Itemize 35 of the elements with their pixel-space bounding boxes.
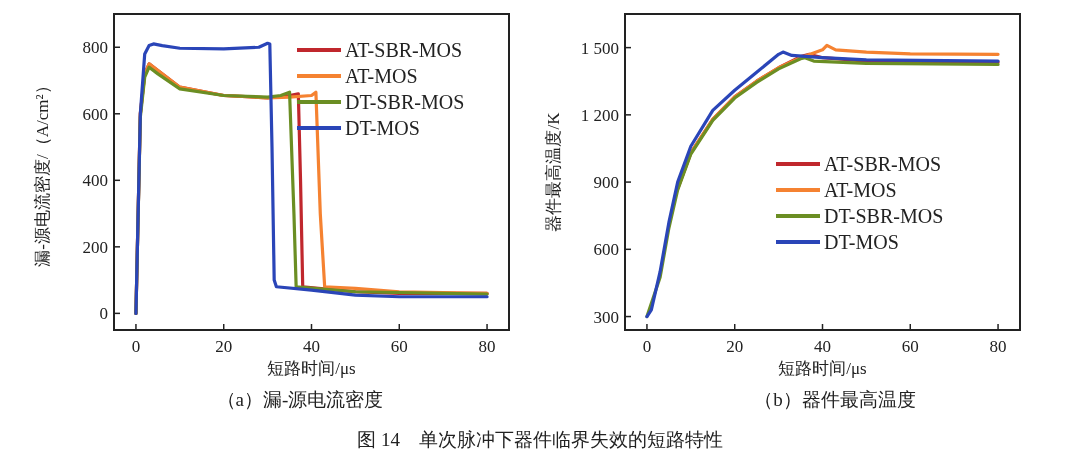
x-tick-label: 0 bbox=[642, 337, 652, 356]
y-tick-label: 600 bbox=[593, 240, 619, 260]
y-tick-label: 900 bbox=[593, 173, 619, 193]
y-tick-label: 400 bbox=[82, 171, 108, 191]
legend-label: DT-SBR-MOS bbox=[824, 205, 944, 227]
y-tick-label: 300 bbox=[593, 307, 619, 327]
text: （a）漏-源电流密度 bbox=[216, 389, 384, 410]
legend-label: AT-SBR-MOS bbox=[824, 153, 942, 175]
x-tick-label: 0 bbox=[131, 337, 141, 356]
x-tick-label: 80 bbox=[478, 337, 496, 356]
y-tick-label: 1 500 bbox=[580, 38, 619, 58]
y-axis-title: 漏-源电流密度/（A/cm²） bbox=[33, 77, 52, 267]
x-tick-label: 40 bbox=[303, 337, 320, 356]
y-tick-label: 0 bbox=[99, 304, 108, 324]
x-axis-title: 短路时间/μs bbox=[778, 359, 867, 378]
text: （b）器件最高温度 bbox=[754, 389, 916, 410]
caption: 图 14 单次脉冲下器件临界失效的短路特性 bbox=[357, 429, 723, 450]
y-axis-title: 器件最高温度/K bbox=[544, 111, 563, 232]
y-tick-label: 1 200 bbox=[580, 105, 619, 125]
legend-label: AT-SBR-MOS bbox=[345, 39, 463, 61]
legend-label: DT-MOS bbox=[824, 231, 899, 253]
x-tick-label: 20 bbox=[726, 337, 744, 356]
x-tick-label: 60 bbox=[390, 337, 408, 356]
y-tick-label: 200 bbox=[82, 237, 108, 257]
legend-label: DT-MOS bbox=[345, 117, 420, 139]
legend-label: AT-MOS bbox=[345, 65, 418, 87]
legend-label: DT-SBR-MOS bbox=[345, 91, 465, 113]
y-tick-label: 800 bbox=[82, 38, 108, 58]
y-tick-label: 600 bbox=[82, 104, 108, 124]
legend-label: AT-MOS bbox=[824, 179, 897, 201]
x-tick-label: 60 bbox=[901, 337, 919, 356]
x-tick-label: 40 bbox=[814, 337, 831, 356]
x-tick-label: 20 bbox=[215, 337, 233, 356]
x-axis-title: 短路时间/μs bbox=[267, 359, 356, 378]
x-tick-label: 80 bbox=[989, 337, 1007, 356]
